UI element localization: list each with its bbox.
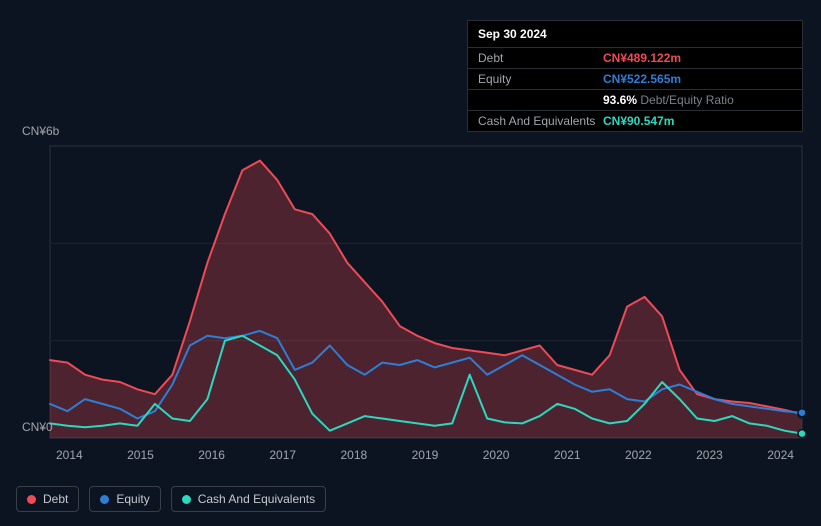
info-row-label <box>478 93 603 107</box>
legend: Debt Equity Cash And Equivalents <box>16 486 326 512</box>
x-tick: 2017 <box>269 448 296 462</box>
info-date: Sep 30 2024 <box>468 21 802 48</box>
x-tick: 2018 <box>341 448 368 462</box>
info-row-value: CN¥522.565m <box>603 72 681 86</box>
info-row: DebtCN¥489.122m <box>468 48 802 69</box>
legend-dot <box>27 495 36 504</box>
x-tick: 2021 <box>554 448 581 462</box>
chart-area: CN¥6b CN¥0 20142015201620172018201920202… <box>16 124 806 462</box>
x-tick: 2016 <box>198 448 225 462</box>
legend-item[interactable]: Cash And Equivalents <box>171 486 326 512</box>
x-tick: 2020 <box>483 448 510 462</box>
info-row-value: CN¥489.122m <box>603 51 681 65</box>
y-axis-bottom-label: CN¥0 <box>22 420 53 434</box>
x-tick: 2022 <box>625 448 652 462</box>
info-row-label: Equity <box>478 72 603 86</box>
legend-label: Cash And Equivalents <box>198 492 315 506</box>
info-row-label: Debt <box>478 51 603 65</box>
info-row: 93.6% Debt/Equity Ratio <box>468 90 802 111</box>
info-box: Sep 30 2024 DebtCN¥489.122mEquityCN¥522.… <box>467 20 803 132</box>
x-tick: 2019 <box>412 448 439 462</box>
chart-svg <box>16 142 806 442</box>
info-rows: DebtCN¥489.122mEquityCN¥522.565m93.6% De… <box>468 48 802 131</box>
x-axis: 2014 2015 2016 2017 2018 2019 2020 2021 2022 2023… <box>16 442 806 462</box>
x-tick: 2014 <box>56 448 83 462</box>
x-tick: 2015 <box>127 448 154 462</box>
legend-label: Equity <box>116 492 149 506</box>
legend-dot <box>182 495 191 504</box>
legend-item[interactable]: Debt <box>16 486 79 512</box>
x-tick: 2023 <box>696 448 723 462</box>
legend-label: Debt <box>43 492 68 506</box>
legend-dot <box>100 495 109 504</box>
x-tick: 2024 <box>767 448 794 462</box>
info-row-value: 93.6% Debt/Equity Ratio <box>603 93 734 107</box>
legend-item[interactable]: Equity <box>89 486 160 512</box>
y-axis-top-label: CN¥6b <box>22 124 806 138</box>
info-row: EquityCN¥522.565m <box>468 69 802 90</box>
